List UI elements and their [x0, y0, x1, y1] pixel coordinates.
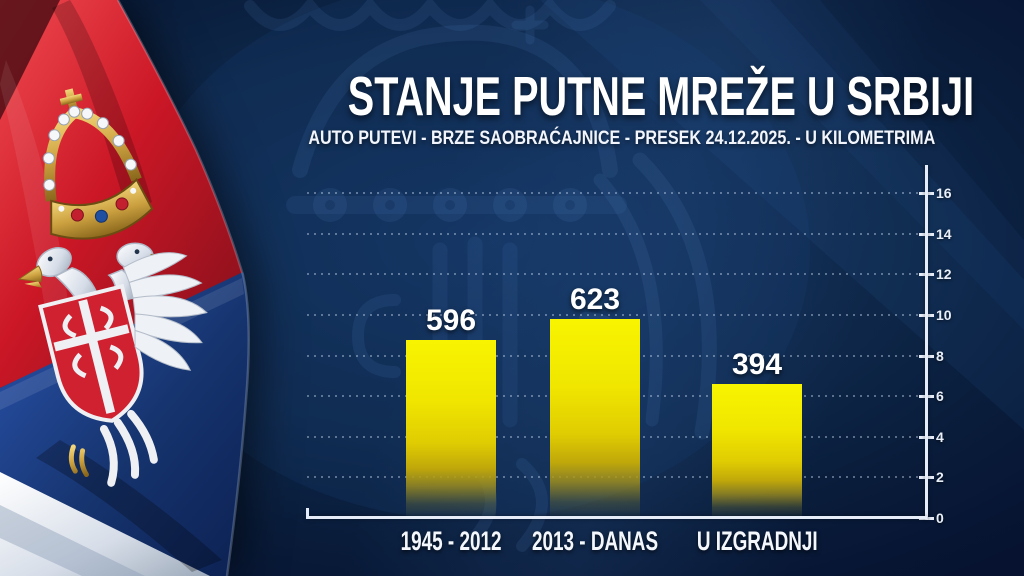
- y-axis-line: [925, 165, 928, 520]
- bar: [712, 384, 802, 518]
- y-tick-label: 10: [936, 307, 952, 323]
- y-tick-label: 2: [936, 469, 944, 485]
- x-baseline: [306, 516, 927, 519]
- serbia-flag: [0, 0, 251, 576]
- y-gridline: [307, 314, 920, 316]
- x-category-label-text: 1945 - 2012: [400, 526, 502, 556]
- page-title-text: STANJE PUTNE MREŽE U SRBIJI: [347, 65, 975, 127]
- bar-value-label: 596: [425, 304, 477, 337]
- page-title: STANJE PUTNE MREŽE U SRBIJI: [226, 65, 1018, 127]
- y-gridline: [307, 233, 920, 235]
- bar-value-label: 623: [569, 283, 621, 316]
- bar: [550, 319, 640, 518]
- page-subtitle-text: AUTO PUTEVI - BRZE SAOBRAĆAJNICE - PRESE…: [308, 128, 936, 150]
- bar: [406, 340, 496, 518]
- y-tick-label: 14: [936, 226, 952, 242]
- y-tick-label: 6: [936, 388, 944, 404]
- y-gridline: [307, 273, 920, 275]
- y-gridline: [307, 192, 920, 194]
- x-category-label: 2013 - DANAS: [500, 526, 690, 556]
- bar-value-label: 394: [731, 348, 783, 381]
- x-category-label: 1945 - 2012: [356, 526, 546, 556]
- x-category-label-text: 2013 - DANAS: [531, 526, 659, 556]
- y-tick-label: 12: [936, 266, 952, 282]
- x-baseline-end-tick: [306, 508, 309, 517]
- y-tick-label: 16: [936, 185, 952, 201]
- header: STANJE PUTNE MREŽE U SRBIJI AUTO PUTEVI …: [226, 65, 1018, 150]
- x-category-label-text: U IZGRADNJI: [696, 526, 818, 556]
- x-category-label: U IZGRADNJI: [662, 526, 852, 556]
- y-tick-label: 8: [936, 348, 944, 364]
- y-tick-label: 4: [936, 429, 944, 445]
- page-subtitle: AUTO PUTEVI - BRZE SAOBRAĆAJNICE - PRESE…: [226, 128, 1018, 150]
- y-tick-label: 0: [936, 510, 944, 526]
